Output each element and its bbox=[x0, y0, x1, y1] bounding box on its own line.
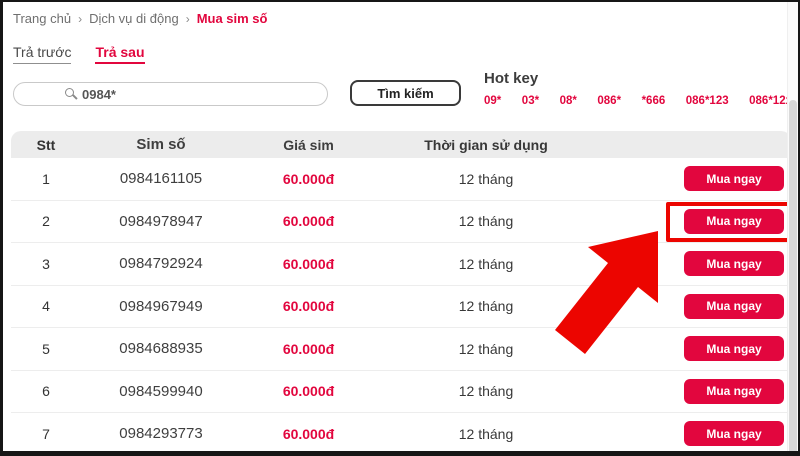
row-action-cell: Mua ngay bbox=[596, 201, 792, 242]
row-stt: 1 bbox=[42, 170, 50, 187]
row-sim-number: 0984293773 bbox=[119, 425, 203, 443]
row-action-cell: Mua ngay bbox=[596, 421, 791, 447]
row-stt: 5 bbox=[42, 340, 50, 357]
payment-type-tabs: Trả trước Trả sau bbox=[13, 44, 145, 64]
row-sim-number: 0984978947 bbox=[119, 212, 203, 230]
hotkey-link[interactable]: 086*12x bbox=[749, 95, 792, 107]
header-stt: Stt bbox=[36, 136, 56, 153]
buy-now-button[interactable]: Mua ngay bbox=[684, 166, 784, 192]
breadcrumb-separator: › bbox=[78, 11, 83, 26]
breadcrumb-mobile-services-link[interactable]: Dịch vụ di động bbox=[89, 11, 179, 26]
buy-now-button[interactable]: Mua ngay bbox=[684, 251, 784, 277]
scrollbar-thumb[interactable] bbox=[789, 100, 797, 451]
row-sim-number: 0984161105 bbox=[119, 170, 203, 188]
table-row: 7 0984293773 60.000đ 12 tháng Mua ngay bbox=[11, 413, 791, 451]
row-stt: 6 bbox=[42, 383, 50, 400]
row-price: 60.000đ bbox=[282, 383, 335, 400]
table-header: Stt Sim số Giá sim Thời gian sử dụng bbox=[11, 131, 791, 158]
row-stt: 7 bbox=[42, 425, 50, 442]
buy-now-button[interactable]: Mua ngay bbox=[684, 208, 784, 234]
breadcrumb-current-page: Mua sim số bbox=[196, 11, 268, 26]
hotkey-link[interactable]: 086* bbox=[597, 95, 622, 107]
sim-search-input[interactable] bbox=[13, 82, 328, 106]
row-price: 60.000đ bbox=[282, 213, 335, 230]
hotkey-link[interactable]: *666 bbox=[641, 95, 666, 107]
tab-postpaid[interactable]: Trả sau bbox=[95, 44, 145, 64]
table-row: 1 0984161105 60.000đ 12 tháng Mua ngay bbox=[11, 158, 791, 201]
table-row: 5 0984688935 60.000đ 12 tháng Mua ngay bbox=[11, 328, 791, 371]
row-action-cell: Mua ngay bbox=[596, 166, 791, 192]
search-button[interactable]: Tìm kiếm bbox=[350, 80, 461, 106]
buy-now-button[interactable]: Mua ngay bbox=[684, 378, 784, 404]
hotkey-title: Hot key bbox=[484, 70, 539, 87]
header-price: Giá sim bbox=[283, 136, 334, 153]
row-action-cell: Mua ngay bbox=[596, 378, 791, 404]
hotkey-link[interactable]: 09* bbox=[484, 95, 502, 107]
row-duration: 12 tháng bbox=[458, 298, 514, 315]
header-duration: Thời gian sử dụng bbox=[424, 136, 548, 153]
table-row: 4 0984967949 60.000đ 12 tháng Mua ngay bbox=[11, 285, 791, 328]
breadcrumb: Trang chủ › Dịch vụ di động › Mua sim số bbox=[13, 11, 267, 26]
row-action-cell: Mua ngay bbox=[596, 293, 791, 319]
row-price: 60.000đ bbox=[282, 340, 335, 357]
hotkey-link[interactable]: 08* bbox=[559, 95, 577, 107]
row-price: 60.000đ bbox=[282, 255, 335, 272]
row-price: 60.000đ bbox=[282, 425, 335, 442]
buy-now-button[interactable]: Mua ngay bbox=[684, 293, 784, 319]
sim-table: Stt Sim số Giá sim Thời gian sử dụng 1 0… bbox=[11, 131, 792, 451]
row-price: 60.000đ bbox=[282, 170, 335, 187]
row-duration: 12 tháng bbox=[458, 340, 514, 357]
table-row: 2 0984978947 60.000đ 12 tháng Mua ngay bbox=[11, 200, 792, 243]
hotkey-link[interactable]: 03* bbox=[521, 95, 540, 107]
row-duration: 12 tháng bbox=[458, 383, 514, 400]
row-sim-number: 0984599940 bbox=[119, 382, 203, 400]
row-sim-number: 0984967949 bbox=[119, 297, 203, 315]
table-body: 1 0984161105 60.000đ 12 tháng Mua ngay 2… bbox=[11, 158, 792, 451]
buy-now-button[interactable]: Mua ngay bbox=[684, 336, 784, 362]
tab-prepaid[interactable]: Trả trước bbox=[13, 44, 72, 64]
breadcrumb-separator: › bbox=[185, 11, 190, 26]
row-action-cell: Mua ngay bbox=[596, 336, 791, 362]
search-icon bbox=[65, 88, 74, 97]
row-action-cell: Mua ngay bbox=[596, 251, 791, 277]
row-duration: 12 tháng bbox=[458, 255, 514, 272]
row-stt: 2 bbox=[42, 213, 50, 230]
row-stt: 3 bbox=[42, 255, 50, 272]
row-duration: 12 tháng bbox=[458, 213, 514, 230]
row-price: 60.000đ bbox=[282, 298, 335, 315]
table-row: 6 0984599940 60.000đ 12 tháng Mua ngay bbox=[11, 370, 791, 413]
scrollbar bbox=[787, 2, 798, 451]
header-sim-number: Sim số bbox=[136, 136, 186, 153]
buy-now-button[interactable]: Mua ngay bbox=[684, 421, 784, 447]
row-sim-number: 0984688935 bbox=[119, 340, 203, 358]
row-stt: 4 bbox=[42, 298, 50, 315]
hotkey-list: 09* 03* 08* 086* *666 086*123 086*12x bbox=[484, 95, 792, 107]
breadcrumb-home-link[interactable]: Trang chủ bbox=[13, 11, 72, 26]
table-row: 3 0984792924 60.000đ 12 tháng Mua ngay bbox=[11, 243, 791, 286]
row-duration: 12 tháng bbox=[458, 425, 514, 442]
row-sim-number: 0984792924 bbox=[119, 255, 203, 273]
row-duration: 12 tháng bbox=[458, 170, 514, 187]
hotkey-link[interactable]: 086*123 bbox=[685, 95, 729, 107]
